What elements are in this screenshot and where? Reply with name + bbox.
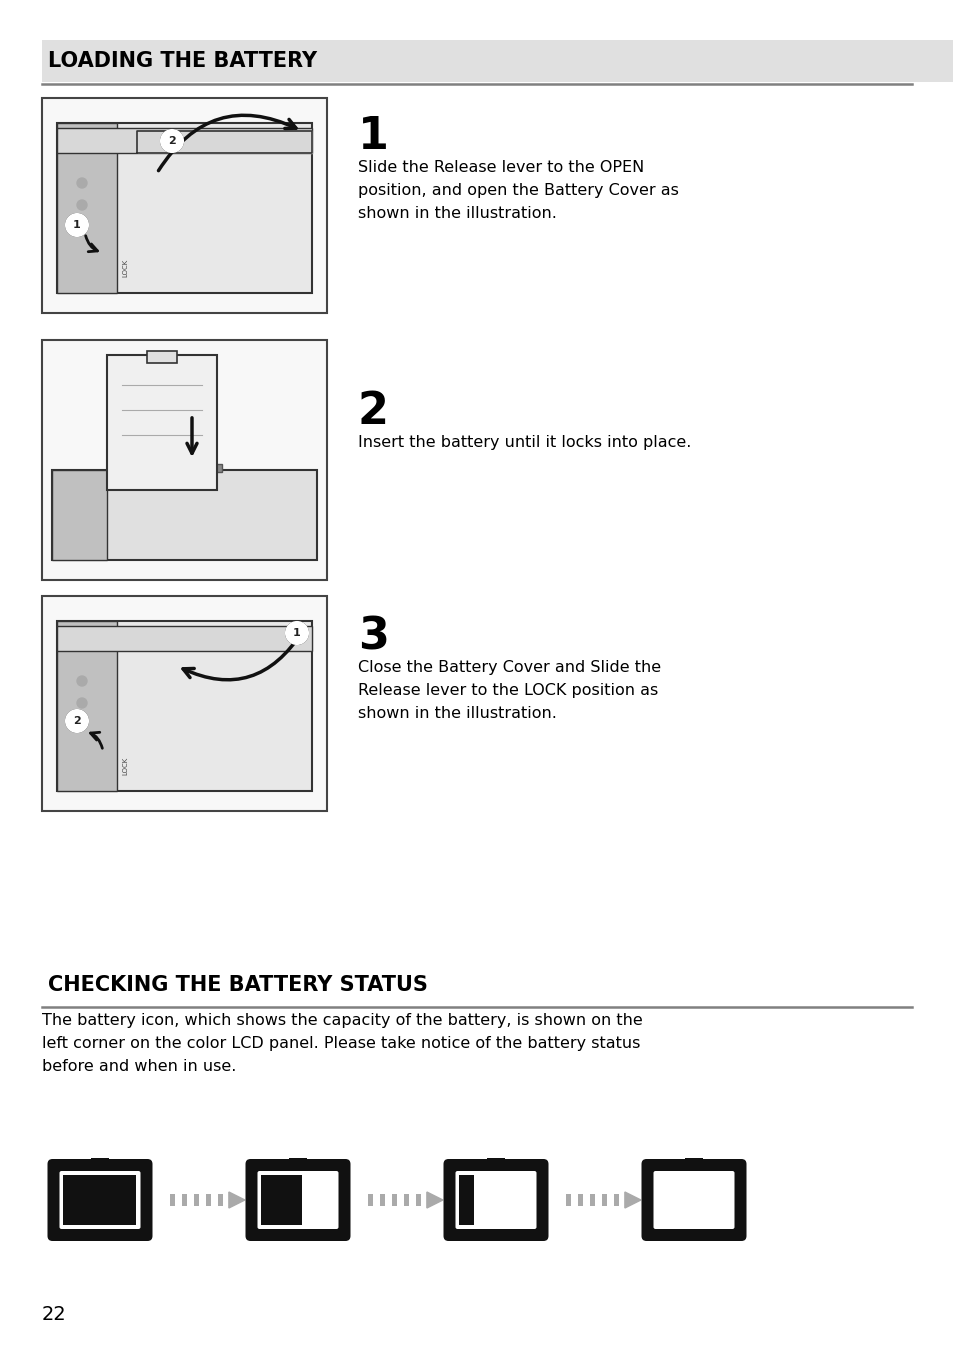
Bar [206,1193,211,1206]
FancyBboxPatch shape [653,1170,734,1228]
Text: Close the Battery Cover and Slide the
Release lever to the LOCK position as
show: Close the Battery Cover and Slide the Re… [357,660,660,721]
Bar [170,1193,174,1206]
Text: LOCK: LOCK [122,757,128,775]
Bar [44,598,325,809]
Bar [64,1174,136,1224]
Text: 2: 2 [357,390,389,433]
Text: Slide the Release lever to the OPEN
position, and open the Battery Cover as
show: Slide the Release lever to the OPEN posi… [357,161,679,220]
Text: 1: 1 [357,115,389,158]
Bar [57,128,312,153]
Bar [44,342,325,578]
Bar [613,1193,618,1206]
Bar [486,1158,504,1166]
Bar [193,1193,198,1206]
Bar [684,1158,702,1166]
Bar [565,1193,571,1206]
Bar [107,355,216,490]
Circle shape [66,710,88,732]
Text: CHECKING THE BATTERY STATUS: CHECKING THE BATTERY STATUS [48,975,428,995]
Bar [147,351,177,363]
Circle shape [77,698,87,707]
Bar [122,464,222,472]
Bar [42,99,327,313]
Text: LOADING THE BATTERY: LOADING THE BATTERY [48,51,316,72]
Bar [91,1158,109,1166]
FancyBboxPatch shape [443,1160,548,1241]
Text: 22: 22 [42,1305,67,1324]
Bar [44,100,325,311]
Bar [57,123,312,293]
FancyArrow shape [426,1192,442,1208]
Bar [416,1193,420,1206]
Circle shape [66,215,88,236]
Circle shape [77,720,87,730]
Text: 1: 1 [73,220,81,230]
FancyArrow shape [624,1192,640,1208]
Bar [403,1193,408,1206]
Bar [217,1193,222,1206]
FancyArrow shape [229,1192,245,1208]
Bar [52,470,316,560]
FancyBboxPatch shape [245,1160,350,1241]
Text: The battery icon, which shows the capacity of the battery, is shown on the
left : The battery icon, which shows the capaci… [42,1012,642,1073]
Bar [52,470,107,560]
Bar [601,1193,606,1206]
Bar [379,1193,384,1206]
Bar [392,1193,396,1206]
Bar [42,40,953,82]
Polygon shape [137,131,312,153]
Text: 3: 3 [357,616,389,657]
Circle shape [77,676,87,686]
Circle shape [77,178,87,188]
Bar [459,1174,474,1224]
Text: 2: 2 [73,716,81,726]
Circle shape [161,130,183,153]
Bar [57,626,312,651]
Bar [57,621,117,791]
Bar [42,340,327,580]
FancyBboxPatch shape [455,1170,536,1228]
Bar [42,595,327,811]
FancyBboxPatch shape [257,1170,338,1228]
Bar [578,1193,582,1206]
Circle shape [286,622,308,644]
Circle shape [77,200,87,211]
Bar [261,1174,301,1224]
FancyBboxPatch shape [48,1160,152,1241]
Circle shape [77,221,87,232]
FancyBboxPatch shape [640,1160,745,1241]
Bar [589,1193,594,1206]
FancyBboxPatch shape [59,1170,140,1228]
Text: LOCK: LOCK [122,259,128,277]
Text: 2: 2 [168,136,175,146]
Text: 1: 1 [293,628,300,639]
Text: Insert the battery until it locks into place.: Insert the battery until it locks into p… [357,435,691,450]
Bar [182,1193,187,1206]
Bar [368,1193,373,1206]
Bar [289,1158,307,1166]
Bar [57,123,117,293]
Bar [57,621,312,791]
